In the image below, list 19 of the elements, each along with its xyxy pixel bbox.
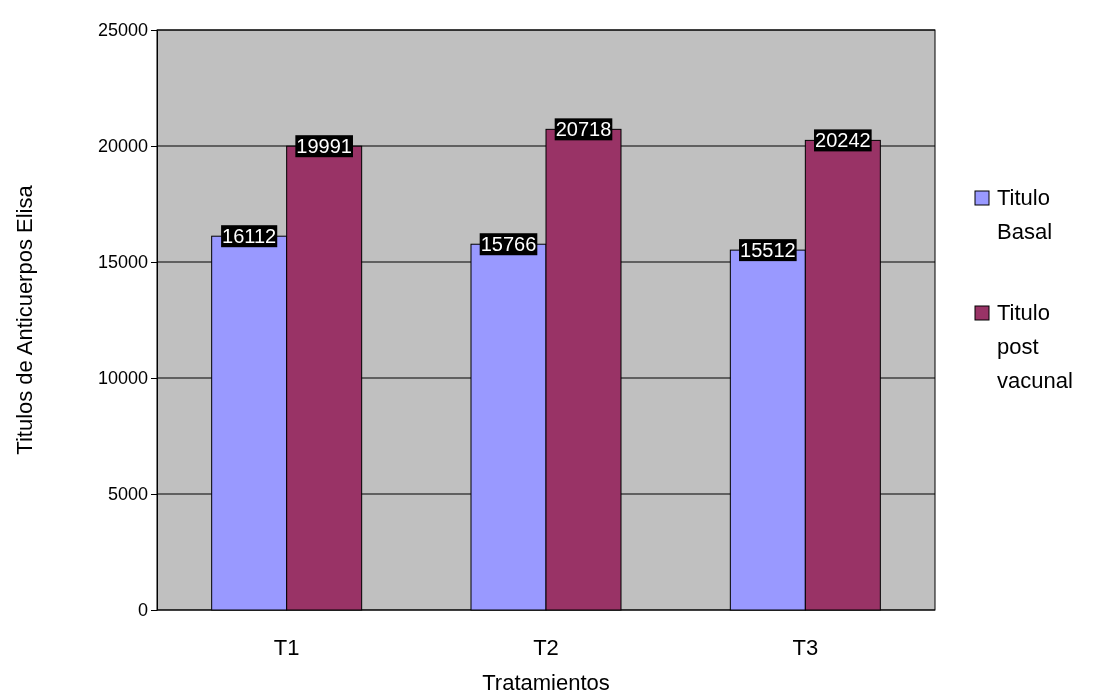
y-tick-label: 20000 [97, 136, 148, 157]
data-label: 19991 [296, 135, 352, 158]
x-axis-title: Tratamientos [482, 670, 610, 695]
x-tick-label: T2 [533, 634, 559, 660]
y-tick-label: 15000 [97, 252, 148, 273]
legend-label: Titulo Basal [997, 185, 1053, 244]
data-label: 15512 [740, 239, 796, 262]
data-label: 16112 [222, 225, 277, 248]
y-axis-title: Titulos de Anticuerpos Elisa [12, 184, 37, 455]
y-tick-label: 10000 [97, 368, 148, 389]
x-tick-label: T1 [273, 634, 300, 660]
x-tick-label: T3 [792, 634, 819, 660]
data-label: 20242 [815, 129, 871, 152]
data-label: 15766 [480, 233, 537, 256]
legend-label: Titulo post vacunal [997, 300, 1073, 393]
y-tick-label: 5000 [107, 484, 148, 505]
data-label: 20718 [555, 118, 612, 141]
y-tick-label: 0 [137, 600, 148, 621]
y-tick-label: 25000 [97, 20, 148, 41]
